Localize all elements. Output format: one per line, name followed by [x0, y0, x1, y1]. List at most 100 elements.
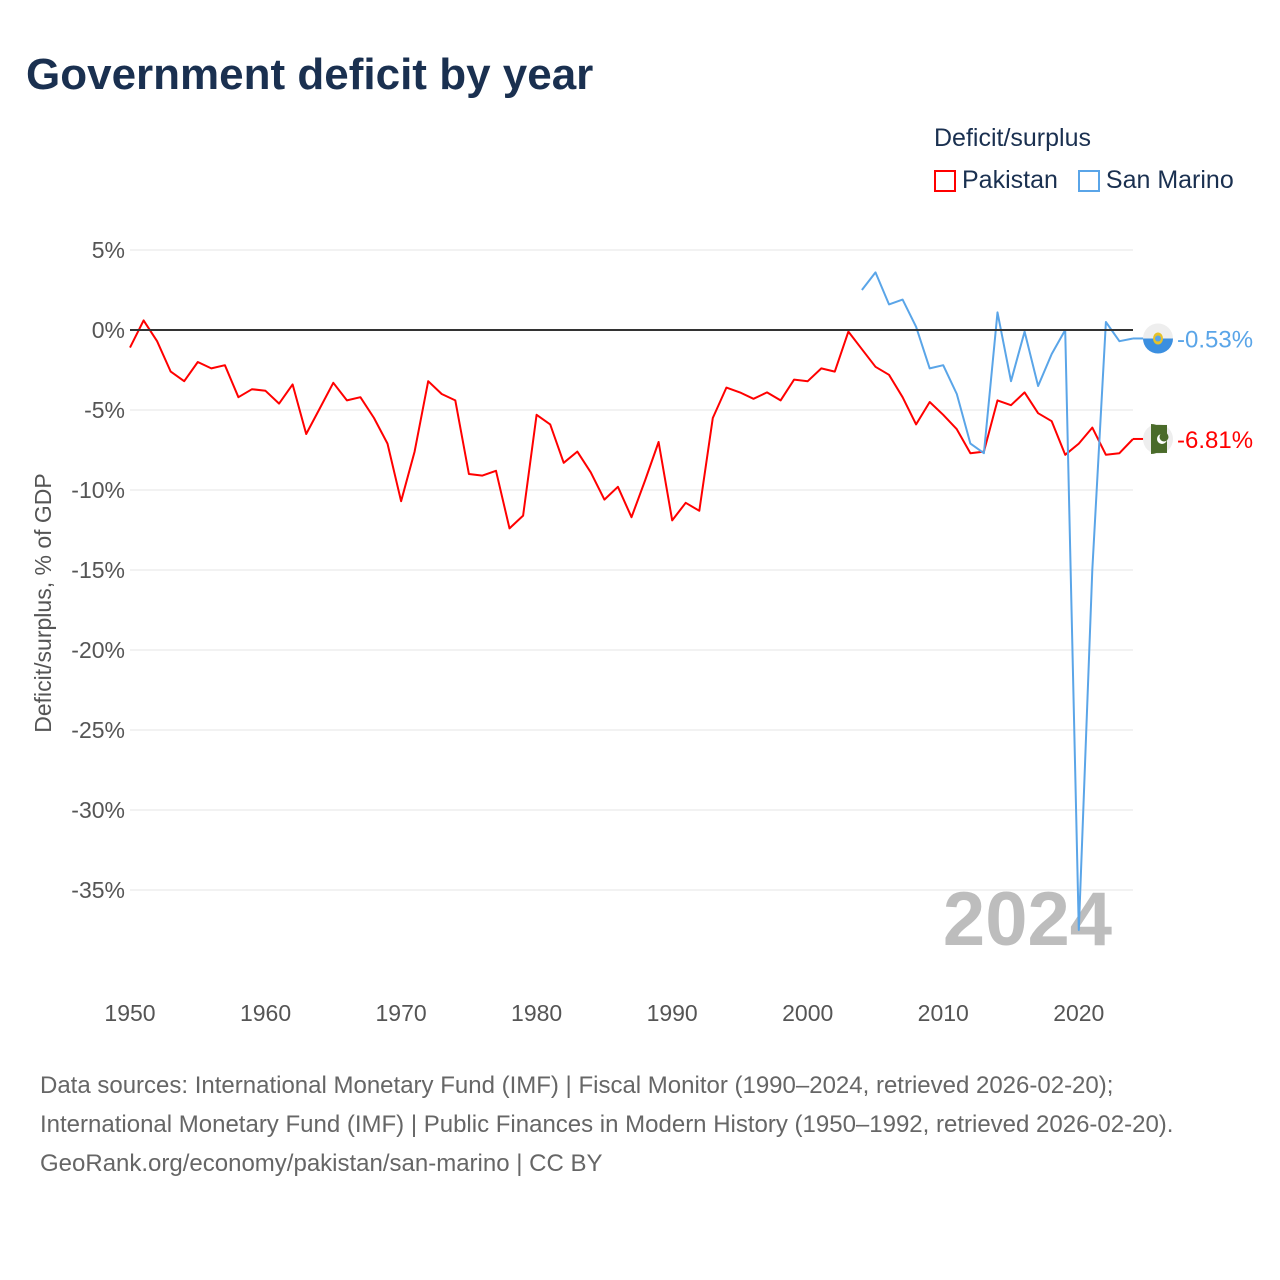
credit-link[interactable]: GeoRank.org/economy/pakistan/san-marino … — [40, 1150, 603, 1177]
data-point[interactable] — [927, 399, 933, 405]
data-point[interactable] — [398, 498, 404, 504]
data-point[interactable] — [967, 450, 973, 456]
data-point[interactable] — [913, 324, 919, 330]
data-point[interactable] — [764, 389, 770, 395]
data-point[interactable] — [778, 397, 784, 403]
data-point[interactable] — [1103, 452, 1109, 458]
legend: Pakistan San Marino — [934, 166, 1234, 195]
data-point[interactable] — [940, 412, 946, 418]
data-point[interactable] — [547, 421, 553, 427]
data-point[interactable] — [425, 378, 431, 384]
data-point[interactable] — [1089, 567, 1095, 573]
data-point[interactable] — [1116, 338, 1122, 344]
footer: Data sources: International Monetary Fun… — [40, 1066, 1240, 1183]
data-point[interactable] — [1035, 383, 1041, 389]
legend-label-pakistan: Pakistan — [962, 166, 1058, 194]
data-point[interactable] — [208, 365, 214, 371]
data-point[interactable] — [520, 513, 526, 519]
data-point[interactable] — [479, 473, 485, 479]
data-point[interactable] — [832, 369, 838, 375]
data-point[interactable] — [235, 394, 241, 400]
data-point[interactable] — [371, 415, 377, 421]
legend-item-pakistan[interactable]: Pakistan — [934, 166, 1058, 195]
data-point[interactable] — [181, 378, 187, 384]
data-point[interactable] — [1035, 410, 1041, 416]
data-point[interactable] — [1089, 425, 1095, 431]
data-point[interactable] — [1049, 351, 1055, 357]
data-point[interactable] — [750, 396, 756, 402]
data-point[interactable] — [303, 431, 309, 437]
data-point[interactable] — [1076, 927, 1082, 933]
data-point[interactable] — [1049, 418, 1055, 424]
data-point[interactable] — [439, 391, 445, 397]
data-point[interactable] — [195, 359, 201, 365]
data-point[interactable] — [276, 401, 282, 407]
data-point[interactable] — [642, 477, 648, 483]
data-point[interactable] — [1022, 389, 1028, 395]
data-point[interactable] — [696, 508, 702, 514]
data-point[interactable] — [588, 469, 594, 475]
data-point[interactable] — [994, 397, 1000, 403]
data-point[interactable] — [141, 317, 147, 323]
data-point[interactable] — [656, 439, 662, 445]
legend-title: Deficit/surplus — [934, 124, 1091, 152]
data-point[interactable] — [954, 391, 960, 397]
data-point[interactable] — [507, 525, 513, 531]
data-point[interactable] — [1103, 319, 1109, 325]
data-point[interactable] — [561, 460, 567, 466]
data-point[interactable] — [466, 471, 472, 477]
data-point[interactable] — [330, 380, 336, 386]
data-point[interactable] — [967, 441, 973, 447]
x-tick-label: 1960 — [240, 1000, 291, 1026]
data-point[interactable] — [818, 365, 824, 371]
data-point[interactable] — [412, 449, 418, 455]
data-point[interactable] — [1008, 402, 1014, 408]
data-point[interactable] — [954, 426, 960, 432]
data-point[interactable] — [737, 389, 743, 395]
data-point[interactable] — [168, 369, 174, 375]
data-point[interactable] — [1116, 450, 1122, 456]
data-point[interactable] — [493, 468, 499, 474]
data-point[interactable] — [805, 378, 811, 384]
data-point[interactable] — [290, 381, 296, 387]
data-point[interactable] — [886, 372, 892, 378]
data-point[interactable] — [859, 287, 865, 293]
data-point[interactable] — [263, 388, 269, 394]
data-point[interactable] — [669, 517, 675, 523]
data-point[interactable] — [385, 441, 391, 447]
data-point[interactable] — [872, 364, 878, 370]
data-point[interactable] — [1008, 378, 1014, 384]
data-point[interactable] — [127, 345, 133, 351]
data-point[interactable] — [710, 415, 716, 421]
data-point[interactable] — [534, 412, 540, 418]
data-point[interactable] — [1076, 441, 1082, 447]
data-point[interactable] — [629, 514, 635, 520]
data-point[interactable] — [913, 421, 919, 427]
data-point[interactable] — [249, 386, 255, 392]
data-point[interactable] — [317, 405, 323, 411]
data-point[interactable] — [940, 362, 946, 368]
data-point[interactable] — [615, 484, 621, 490]
data-point[interactable] — [900, 297, 906, 303]
data-point[interactable] — [723, 385, 729, 391]
y-tick-label: 0% — [92, 317, 125, 343]
data-point[interactable] — [154, 338, 160, 344]
data-point[interactable] — [601, 497, 607, 503]
data-point[interactable] — [872, 269, 878, 275]
data-point[interactable] — [900, 394, 906, 400]
data-point[interactable] — [981, 450, 987, 456]
data-point[interactable] — [994, 309, 1000, 315]
data-point[interactable] — [886, 301, 892, 307]
data-point[interactable] — [927, 365, 933, 371]
data-point[interactable] — [344, 397, 350, 403]
data-point[interactable] — [791, 377, 797, 383]
data-point[interactable] — [357, 394, 363, 400]
data-point[interactable] — [859, 346, 865, 352]
legend-item-san-marino[interactable]: San Marino — [1077, 166, 1234, 195]
data-point[interactable] — [574, 449, 580, 455]
data-point[interactable] — [683, 500, 689, 506]
data-point[interactable] — [452, 397, 458, 403]
data-point[interactable] — [222, 362, 228, 368]
chart-title: Government deficit by year — [26, 50, 594, 99]
